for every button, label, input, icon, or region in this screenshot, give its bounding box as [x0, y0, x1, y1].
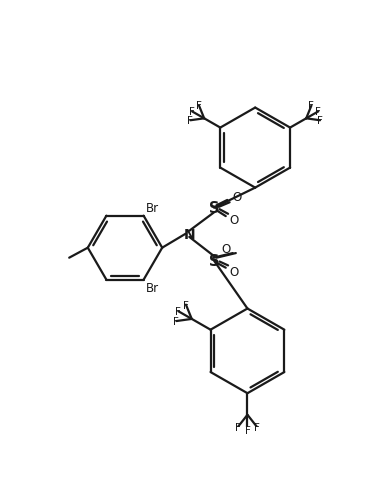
Text: F: F: [196, 101, 202, 111]
Text: F: F: [183, 300, 189, 310]
Text: F: F: [309, 101, 314, 111]
Text: F: F: [176, 307, 181, 316]
Text: S: S: [209, 201, 219, 216]
Text: Br: Br: [146, 202, 159, 215]
Text: F: F: [173, 316, 179, 326]
Text: O: O: [230, 265, 239, 278]
Text: O: O: [232, 190, 241, 203]
Text: F: F: [189, 107, 195, 117]
Text: F: F: [187, 116, 193, 126]
Text: O: O: [221, 242, 230, 255]
Text: F: F: [315, 107, 321, 117]
Text: F: F: [244, 425, 250, 435]
Text: N: N: [184, 228, 195, 241]
Text: F: F: [317, 116, 323, 126]
Text: S: S: [209, 254, 219, 269]
Text: F: F: [254, 422, 260, 432]
Text: F: F: [235, 422, 241, 432]
Text: O: O: [230, 213, 239, 226]
Text: Br: Br: [146, 281, 159, 294]
